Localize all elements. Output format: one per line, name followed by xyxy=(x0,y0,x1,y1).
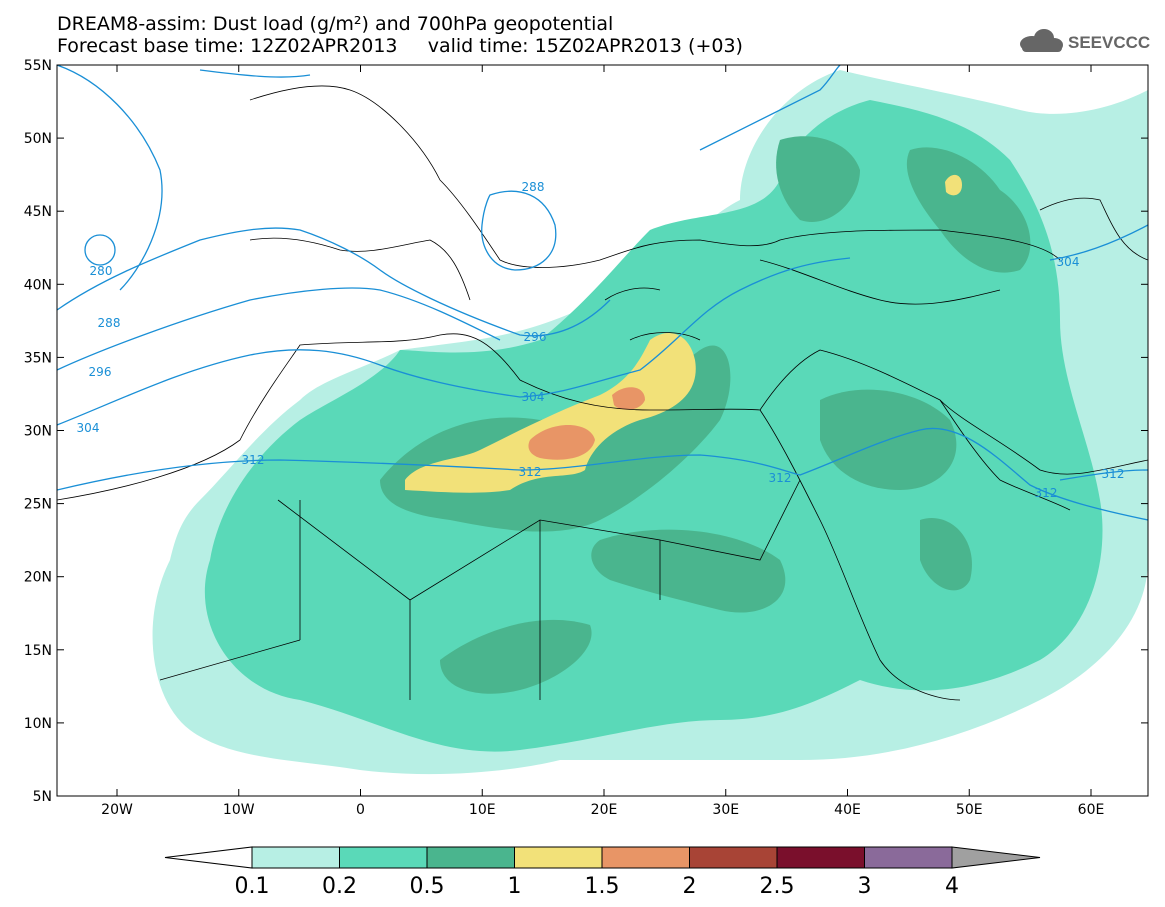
lon-label: 40E xyxy=(834,802,861,818)
lon-label: 10W xyxy=(223,802,255,818)
geopotential-contours xyxy=(57,65,1148,521)
colorbar-label: 0.1 xyxy=(235,874,270,899)
latitude-axis: 55N 50N 45N 40N 35N 30N 25N 20N 15N 10N 5N xyxy=(24,58,1148,805)
lat-label: 55N xyxy=(24,58,52,74)
colorbar-label: 1 xyxy=(508,874,522,899)
dust-level-1-caspian xyxy=(945,174,962,196)
colorbar-swatch xyxy=(426,846,515,869)
svg-text:296: 296 xyxy=(524,330,547,344)
lat-label: 10N xyxy=(24,716,52,732)
map-subtitle: Forecast base time: 12Z02APR2013 valid t… xyxy=(57,35,743,57)
colorbar-swatch xyxy=(689,846,778,869)
svg-text:304: 304 xyxy=(522,390,545,404)
svg-text:304: 304 xyxy=(77,421,100,435)
lat-label: 50N xyxy=(24,131,52,147)
svg-text:312: 312 xyxy=(519,465,542,479)
colorbar-swatch xyxy=(601,846,690,869)
colorbar-label: 0.5 xyxy=(410,874,445,899)
lat-label: 25N xyxy=(24,497,52,513)
lon-label: 0 xyxy=(356,802,365,818)
colorbar-swatch xyxy=(339,846,428,869)
svg-text:288: 288 xyxy=(98,316,121,330)
lat-label: 35N xyxy=(24,350,52,366)
dust-level-1 xyxy=(405,332,696,493)
lat-label: 40N xyxy=(24,277,52,293)
svg-text:288: 288 xyxy=(522,180,545,194)
svg-text:296: 296 xyxy=(89,365,112,379)
map-title: DREAM8-assim: Dust load (g/m²) and 700hP… xyxy=(57,13,614,35)
colorbar-label: 0.2 xyxy=(322,874,357,899)
lon-label: 50E xyxy=(956,802,983,818)
colorbar-swatch xyxy=(514,846,603,869)
lon-label: 30E xyxy=(712,802,739,818)
lat-label: 30N xyxy=(24,424,52,440)
colorbar-swatch xyxy=(251,846,340,869)
svg-text:304: 304 xyxy=(1057,255,1080,269)
svg-text:280: 280 xyxy=(90,264,113,278)
lon-label: 20W xyxy=(101,802,133,818)
lat-label: 5N xyxy=(33,789,52,805)
colorbar-swatch xyxy=(776,846,865,869)
colorbar-label: 2 xyxy=(683,874,697,899)
lon-label: 60E xyxy=(1078,802,1105,818)
contour-labels: 280 288 288 296 296 304 304 312 312 312 … xyxy=(77,180,1125,500)
colorbar-label: 1.5 xyxy=(585,874,620,899)
cloud-icon xyxy=(1020,29,1063,52)
colorbar-low-extend xyxy=(164,846,253,869)
lon-label: 10E xyxy=(469,802,496,818)
svg-text:312: 312 xyxy=(1102,467,1125,481)
coastlines-borders xyxy=(57,85,1148,701)
longitude-axis: 20W 10W 0 10E 20E 30E 40E 50E 60E xyxy=(101,65,1104,818)
svg-text:312: 312 xyxy=(769,471,792,485)
colorbar-swatch xyxy=(864,846,953,869)
colorbar-label: 3 xyxy=(858,874,872,899)
logo-text: SEEVCCC xyxy=(1068,33,1150,52)
lat-label: 45N xyxy=(24,204,52,220)
colorbar-label: 2.5 xyxy=(760,874,795,899)
dust-level-1.5 xyxy=(528,387,645,460)
lat-label: 20N xyxy=(24,570,52,586)
colorbar: 0.1 0.2 0.5 1 1.5 2 2.5 3 4 xyxy=(164,846,1041,899)
dust-fields xyxy=(152,70,1148,775)
colorbar-label: 4 xyxy=(945,874,959,899)
lat-label: 15N xyxy=(24,643,52,659)
seevccc-logo: SEEVCCC xyxy=(1020,29,1150,52)
lon-label: 20E xyxy=(591,802,618,818)
svg-text:312: 312 xyxy=(1035,486,1058,500)
colorbar-high-extend xyxy=(951,846,1041,869)
svg-text:312: 312 xyxy=(242,453,265,467)
